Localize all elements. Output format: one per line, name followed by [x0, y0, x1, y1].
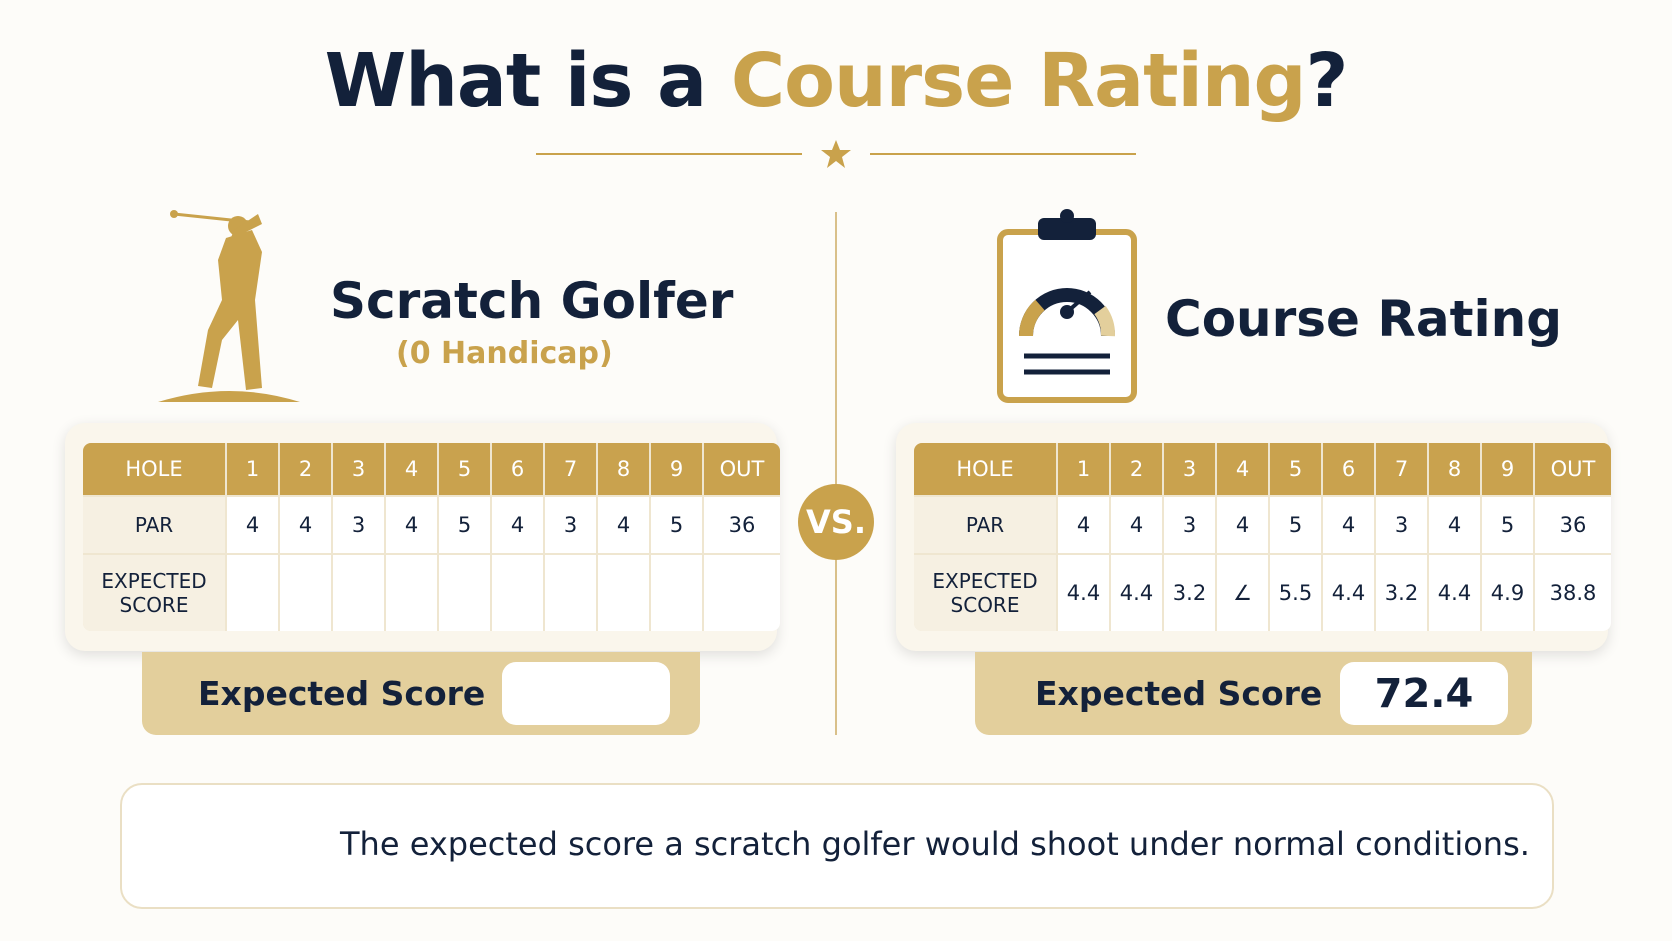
score-cell: 4.9 [1482, 555, 1533, 631]
empty-cell [386, 555, 437, 631]
score-cell: 3 [1376, 497, 1427, 553]
header-cell: 2 [280, 443, 331, 495]
empty-cell [280, 555, 331, 631]
empty-cell [545, 555, 596, 631]
title-suffix: ? [1305, 38, 1348, 124]
header-cell: 1 [227, 443, 278, 495]
score-cell: 4 [1111, 497, 1162, 553]
empty-cell [598, 555, 649, 631]
empty-cell [333, 555, 384, 631]
scorecard-table: HOLE 1 2 3 4 5 6 7 8 9 OUT PAR 4 4 3 4 5 4 3 4 5 36 EXPECTED S… [83, 443, 780, 631]
score-cell: 4.4 [1429, 555, 1480, 631]
row-label: EXPECTED SCORE [83, 555, 225, 631]
header-cell: 3 [333, 443, 384, 495]
header-cell: 4 [386, 443, 437, 495]
summary-label: Expected Score [198, 674, 486, 713]
score-cell: 36 [1535, 497, 1611, 553]
score-cell: 4.4 [1058, 555, 1109, 631]
info-text: The expected score a scratch golfer woul… [340, 825, 1530, 863]
score-cell: 4.4 [1323, 555, 1374, 631]
row-label: EXPECTED SCORE [914, 555, 1056, 631]
header-cell: 7 [1376, 443, 1427, 495]
row-label: PAR [914, 497, 1056, 553]
header-cell: 5 [439, 443, 490, 495]
header-cell: 1 [1058, 443, 1109, 495]
summary-value: 72.4 [1340, 662, 1508, 725]
title-prefix: What is a [324, 38, 707, 124]
empty-cell [704, 555, 780, 631]
clipboard-icon [997, 209, 1137, 403]
empty-cell [227, 555, 278, 631]
header-cell: HOLE [914, 443, 1056, 495]
header-cell: OUT [704, 443, 780, 495]
info-box: The expected score a scratch golfer woul… [120, 783, 1554, 909]
header-cell: 9 [1482, 443, 1533, 495]
header-cell: 5 [1270, 443, 1321, 495]
score-cell: 4 [1429, 497, 1480, 553]
score-cell: 3 [333, 497, 384, 553]
score-cell: 4 [227, 497, 278, 553]
score-cell: 4 [492, 497, 543, 553]
score-cell: 3.2 [1164, 555, 1215, 631]
score-cell: 5 [439, 497, 490, 553]
score-cell: 3.2 [1376, 555, 1427, 631]
golfer-icon [158, 210, 300, 402]
empty-cell [492, 555, 543, 631]
score-cell: 4 [598, 497, 649, 553]
right-heading: Course Rating [1165, 290, 1563, 348]
left-subheading: (0 Handicap) [396, 336, 613, 371]
score-cell: 4 [1217, 497, 1268, 553]
score-cell: 4 [280, 497, 331, 553]
row-label: PAR [83, 497, 225, 553]
right-summary: Expected Score 72.4 [975, 652, 1532, 735]
header-cell: OUT [1535, 443, 1611, 495]
score-cell: 38.8 [1535, 555, 1611, 631]
score-cell: 3 [1164, 497, 1215, 553]
right-card: HOLE 1 2 3 4 5 6 7 8 9 OUT PAR 4 4 3 4 5 4 3 4 5 36 EXPECTED S… [896, 423, 1611, 651]
header-cell: 7 [545, 443, 596, 495]
summary-value-box [502, 662, 670, 725]
header-cell: 6 [1323, 443, 1374, 495]
header-cell: 8 [1429, 443, 1480, 495]
title-highlight: Course Rating [730, 38, 1307, 124]
empty-cell [651, 555, 702, 631]
left-card: HOLE 1 2 3 4 5 6 7 8 9 OUT PAR 4 4 3 4 5 4 3 4 5 36 EXPECTED S… [65, 423, 780, 651]
score-cell: 4 [386, 497, 437, 553]
score-cell: ∠ [1217, 555, 1268, 631]
vs-badge: VS. [798, 484, 874, 560]
score-cell: 36 [704, 497, 780, 553]
score-cell: 4 [1323, 497, 1374, 553]
score-cell: 3 [545, 497, 596, 553]
header-cell: HOLE [83, 443, 225, 495]
left-summary: Expected Score [142, 652, 700, 735]
score-cell: 5 [1270, 497, 1321, 553]
score-cell: 5 [651, 497, 702, 553]
title: What is a Course Rating? [0, 38, 1672, 124]
score-cell: 4 [1058, 497, 1109, 553]
header-cell: 8 [598, 443, 649, 495]
summary-label: Expected Score [1035, 674, 1323, 713]
score-cell: 5 [1482, 497, 1533, 553]
scorecard-table: HOLE 1 2 3 4 5 6 7 8 9 OUT PAR 4 4 3 4 5 4 3 4 5 36 EXPECTED S… [914, 443, 1611, 631]
header-cell: 6 [492, 443, 543, 495]
score-cell: 5.5 [1270, 555, 1321, 631]
header-cell: 9 [651, 443, 702, 495]
header-cell: 3 [1164, 443, 1215, 495]
header-cell: 4 [1217, 443, 1268, 495]
left-heading: Scratch Golfer [330, 272, 734, 330]
empty-cell [439, 555, 490, 631]
score-cell: 4.4 [1111, 555, 1162, 631]
header-cell: 2 [1111, 443, 1162, 495]
